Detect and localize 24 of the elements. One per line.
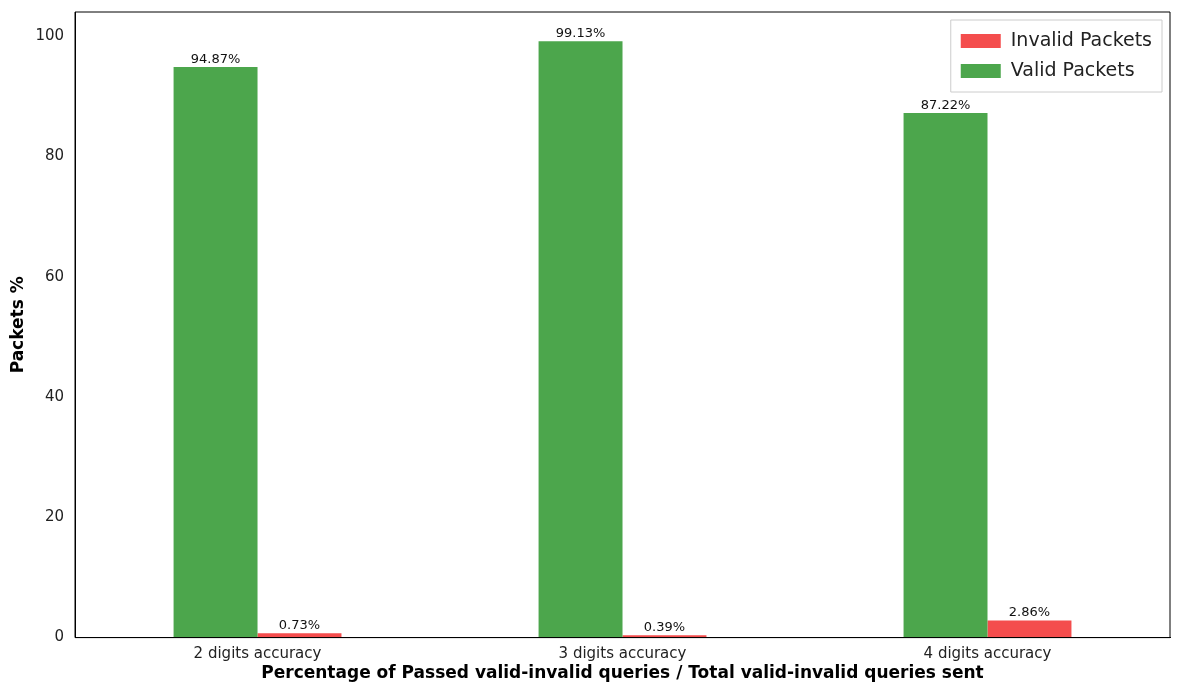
y-axis-title: Packets % <box>6 276 27 374</box>
y-tick-label: 0 <box>54 627 65 646</box>
legend-label: Valid Packets <box>1010 57 1135 80</box>
data-label: 2.86% <box>1008 604 1051 620</box>
y-tick-label: 100 <box>35 25 65 44</box>
bar <box>538 41 623 638</box>
bar <box>173 66 258 638</box>
legend-label: Invalid Packets <box>1010 27 1152 50</box>
x-axis-title: Percentage of Passed valid-invalid queries / Total valid-invalid queries sent <box>261 662 984 683</box>
data-label: 87.22% <box>920 96 971 112</box>
y-tick-label: 20 <box>44 507 65 526</box>
data-label: 99.13% <box>555 25 606 41</box>
bar <box>903 112 988 638</box>
x-tick-label: 3 digits accuracy <box>558 644 687 663</box>
data-label: 0.39% <box>643 619 686 635</box>
y-tick-label: 40 <box>44 386 65 405</box>
y-tick-label: 60 <box>44 266 65 285</box>
data-label: 94.87% <box>190 50 241 66</box>
bar <box>257 633 342 638</box>
x-tick-label: 4 digits accuracy <box>923 644 1052 663</box>
data-label: 0.73% <box>278 617 321 633</box>
bar <box>987 620 1072 638</box>
y-tick-label: 80 <box>44 146 65 165</box>
x-tick-label: 2 digits accuracy <box>193 644 322 663</box>
